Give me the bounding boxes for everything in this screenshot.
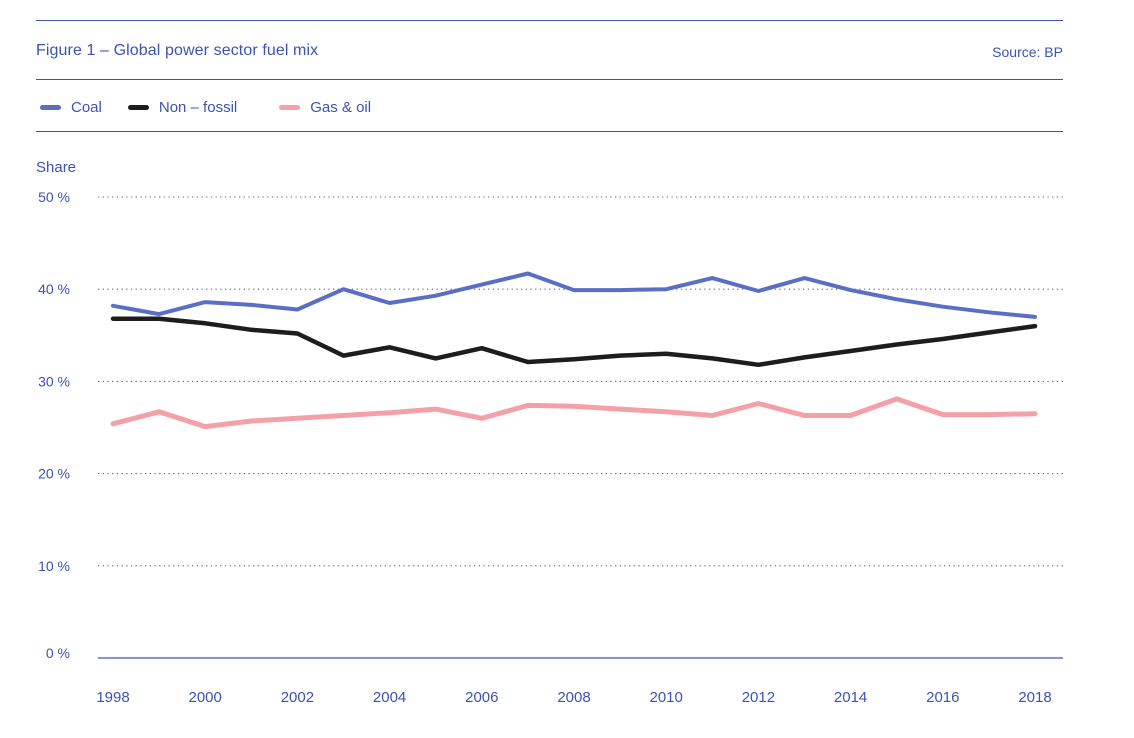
coal-swatch-icon (40, 105, 61, 110)
y-tick-label-40: 40 % (38, 281, 70, 297)
source-label: Source: BP (992, 44, 1063, 60)
separator-line-under-title (36, 79, 1063, 80)
separator-line-under-legend (36, 131, 1063, 132)
gas-oil-swatch-icon (279, 105, 301, 110)
legend-item-non-fossil: Non – fossil (127, 99, 238, 116)
series-line-non-fossil (110, 316, 1038, 368)
y-tick-label-0: 0 % (46, 645, 70, 661)
x-tick-label-2008: 2008 (557, 689, 590, 706)
legend-label-gas-oil: Gas & oil (310, 99, 372, 116)
figure-title: Figure 1 – Global power sector fuel mix (36, 42, 319, 59)
series-line-gas-oil (110, 396, 1038, 430)
legend-label-coal: Coal (71, 99, 102, 116)
legend-label-non-fossil: Non – fossil (158, 99, 238, 116)
legend-item-gas-oil: Gas & oil (279, 99, 371, 116)
x-tick-label-2018: 2018 (1018, 689, 1051, 706)
legend: Coal Non – fossil Gas & oil (40, 99, 371, 116)
y-axis-title: Share (36, 159, 77, 176)
y-tick-label-50: 50 % (38, 189, 70, 205)
x-tick-label-2004: 2004 (373, 689, 406, 706)
x-tick-label-1998: 1998 (96, 689, 129, 706)
non-fossil-swatch-icon (127, 105, 149, 110)
x-tick-label-2000: 2000 (189, 689, 222, 706)
x-tick-label-2014: 2014 (834, 689, 867, 706)
x-tick-label-2002: 2002 (281, 689, 314, 706)
x-tick-label-2016: 2016 (926, 689, 959, 706)
legend-item-coal: Coal (40, 99, 102, 116)
separator-line-top (36, 20, 1063, 21)
x-tick-label-2012: 2012 (742, 689, 775, 706)
x-tick-label-2010: 2010 (650, 689, 683, 706)
y-tick-label-10: 10 % (38, 558, 70, 574)
series-line-coal (111, 271, 1037, 319)
y-tick-label-30: 30 % (38, 373, 70, 389)
x-tick-label-2006: 2006 (465, 689, 498, 706)
y-tick-label-20: 20 % (38, 466, 70, 482)
